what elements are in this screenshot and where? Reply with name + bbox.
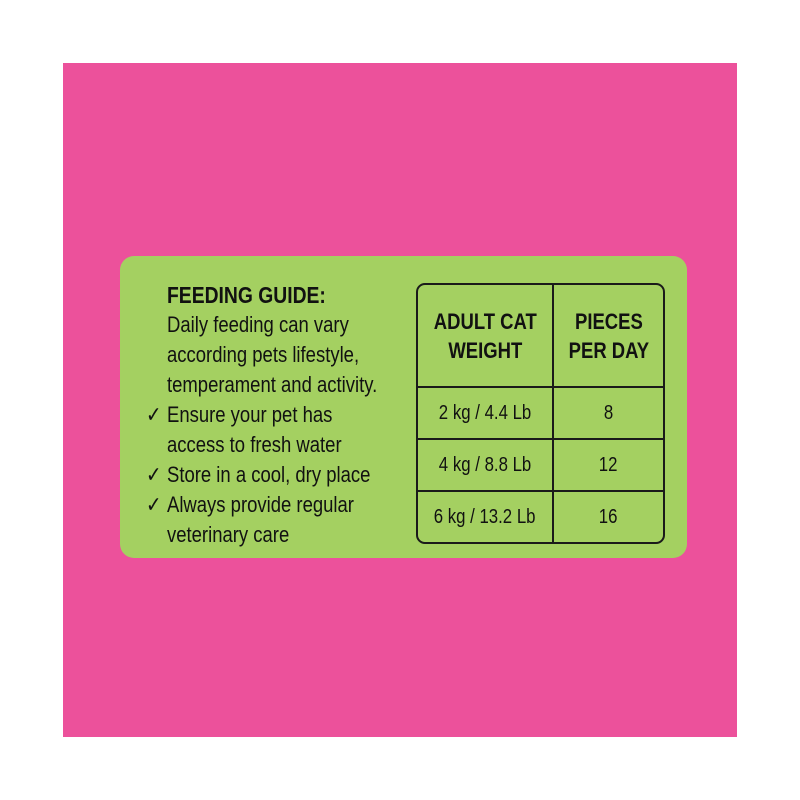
tip-vet-cont: veterinary care (167, 522, 290, 547)
pieces-text: 12 (599, 453, 618, 476)
feeding-guide-panel (120, 256, 687, 558)
pieces-cell: 8 (554, 388, 663, 438)
tip-text: Store in a cool, dry place (167, 462, 371, 487)
table-header-row: ADULT CAT WEIGHT PIECES PER DAY (418, 285, 663, 386)
tip-text: Ensure your pet has (167, 402, 333, 427)
pieces-cell: 16 (554, 492, 663, 542)
pieces-text: 8 (603, 401, 614, 424)
guide-title: FEEDING GUIDE: (167, 282, 326, 308)
header-text: PER DAY (568, 337, 649, 363)
feeding-table: ADULT CAT WEIGHT PIECES PER DAY 2 kg / 4.4… (416, 283, 665, 544)
tip-water: ✓ Ensure your pet has (146, 400, 398, 430)
guide-intro-line: Daily feeding can vary (167, 312, 349, 337)
tip-water-cont: access to fresh water (167, 432, 342, 457)
weight-cell: 2 kg / 4.4 Lb (418, 388, 554, 438)
header-text: PIECES (574, 308, 643, 334)
table-row: 4 kg / 8.8 Lb 12 (418, 438, 663, 490)
check-icon: ✓ (146, 402, 162, 427)
table-row: 2 kg / 4.4 Lb 8 (418, 386, 663, 438)
header-pieces: PIECES PER DAY (554, 285, 663, 386)
guide-intro-line: according pets lifestyle, (167, 342, 360, 367)
header-weight: ADULT CAT WEIGHT (418, 285, 554, 386)
weight-text: 2 kg / 4.4 Lb (438, 401, 532, 424)
pieces-text: 16 (599, 505, 618, 528)
feeding-guide-text: FEEDING GUIDE: Daily feeding can vary ac… (146, 280, 398, 550)
tip-text: Always provide regular (167, 492, 354, 517)
tip-vet: ✓ Always provide regular (146, 490, 398, 520)
header-text: ADULT CAT (433, 308, 537, 334)
header-text: WEIGHT (448, 337, 522, 363)
tip-storage: ✓ Store in a cool, dry place (146, 460, 398, 490)
check-icon: ✓ (146, 462, 162, 487)
table-row: 6 kg / 13.2 Lb 16 (418, 490, 663, 542)
weight-text: 6 kg / 13.2 Lb (434, 505, 536, 528)
guide-intro-line: temperament and activity. (167, 372, 378, 397)
weight-text: 4 kg / 8.8 Lb (438, 453, 532, 476)
weight-cell: 6 kg / 13.2 Lb (418, 492, 554, 542)
pieces-cell: 12 (554, 440, 663, 490)
weight-cell: 4 kg / 8.8 Lb (418, 440, 554, 490)
check-icon: ✓ (146, 492, 162, 517)
